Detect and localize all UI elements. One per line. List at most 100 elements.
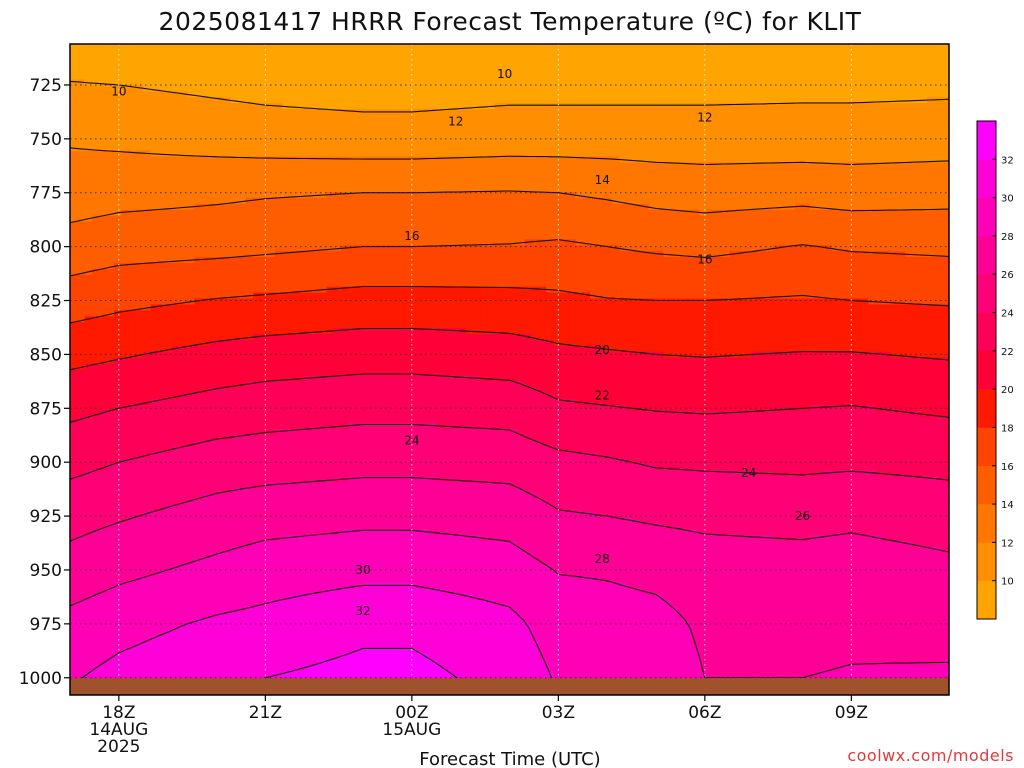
temperature-cell [187,262,196,305]
temperature-cell [179,505,188,566]
temperature-cell [736,251,745,300]
temperature-cell [172,345,181,400]
isotherm-label: 12 [697,110,712,124]
temperature-cell [201,440,210,495]
temperature-cell [150,576,159,637]
temperature-cell [890,209,899,252]
temperature-cell [560,345,569,400]
temperature-cell [231,434,240,489]
temperature-cell [187,97,196,158]
temperature-cell [685,298,694,359]
temperature-cell [458,156,467,193]
temperature-cell [707,103,716,163]
temperature-cell [179,623,188,695]
temperature-cell [406,156,415,193]
temperature-cell [99,410,108,471]
temperature-cell [267,541,276,601]
temperature-cell [663,600,672,695]
temperature-cell [883,251,891,305]
temperature-cell [619,103,628,163]
temperature-cell [773,410,782,477]
temperature-cell [414,109,423,158]
temperature-cell [839,209,848,252]
temperature-cell [494,428,503,483]
temperature-cell [890,103,899,163]
temperature-cell [289,156,298,199]
temperature-cell [326,156,335,193]
temperature-cell [875,44,884,104]
temperature-cell [245,606,254,684]
temperature-cell [604,405,613,459]
temperature-cell [260,434,269,489]
temperature-cell [560,399,569,453]
temperature-cell [670,529,679,607]
temperature-cell [414,156,423,193]
temperature-cell [919,304,928,359]
temperature-cell [721,162,730,211]
temperature-cell [941,659,949,695]
temperature-cell [934,97,943,163]
temperature-cell [648,209,657,252]
temperature-cell [699,298,708,359]
isotherm-label: 20 [595,343,610,357]
temperature-cell [802,103,811,163]
temperature-cell [282,535,291,601]
temperature-cell [392,647,401,695]
temperature-cell [934,547,943,667]
temperature-cell [201,156,210,205]
temperature-cell [934,476,943,548]
temperature-cell [77,476,86,536]
temperature-cell [568,103,577,158]
temperature-cell [194,440,203,501]
temperature-cell [363,44,371,110]
temperature-cell [443,191,452,246]
temperature-cell [355,156,364,193]
temperature-cell [839,103,848,163]
temperature-cell [721,535,730,678]
temperature-cell [817,405,826,477]
temperature-cell [414,328,423,377]
temperature-cell [626,162,635,205]
temperature-cell [370,156,379,193]
temperature-cell [692,470,701,530]
temperature-cell [685,470,694,530]
temperature-cell [135,458,144,519]
temperature-cell [487,245,496,288]
temperature-cell [428,245,437,288]
isotherm-label: 16 [697,253,712,267]
temperature-cell [216,493,225,554]
temperature-cell [853,298,862,353]
colorbar-swatch [977,121,996,160]
isotherm-label: 22 [595,388,610,402]
temperature-cell [751,209,760,252]
temperature-cell [780,245,789,300]
temperature-cell [575,103,584,158]
temperature-cell [509,333,518,382]
temperature-cell [157,511,166,572]
temperature-cell [568,239,577,294]
temperature-cell [546,103,555,158]
temperature-cell [721,44,730,104]
temperature-cell [751,351,760,412]
temperature-cell [231,257,240,300]
temperature-cell [363,476,371,530]
isotherm-lines [70,80,949,695]
temperature-cell [223,97,232,158]
temperature-cell [450,594,459,678]
temperature-cell [253,487,262,542]
temperature-cell [231,612,240,690]
temperature-cell [348,156,357,193]
temperature-cell [106,268,115,317]
temperature-cell [399,328,408,377]
temperature-cell [934,416,943,477]
temperature-cell [897,541,906,667]
temperature-cell [626,298,635,353]
temperature-cell [795,541,804,678]
temperature-cell [707,298,716,359]
temperature-cell [590,576,599,695]
temperature-cell [297,594,305,672]
temperature-cell [436,328,445,377]
colorbar-label: 30 [1001,194,1014,205]
temperature-cell [802,298,811,353]
temperature-cell [341,156,349,193]
